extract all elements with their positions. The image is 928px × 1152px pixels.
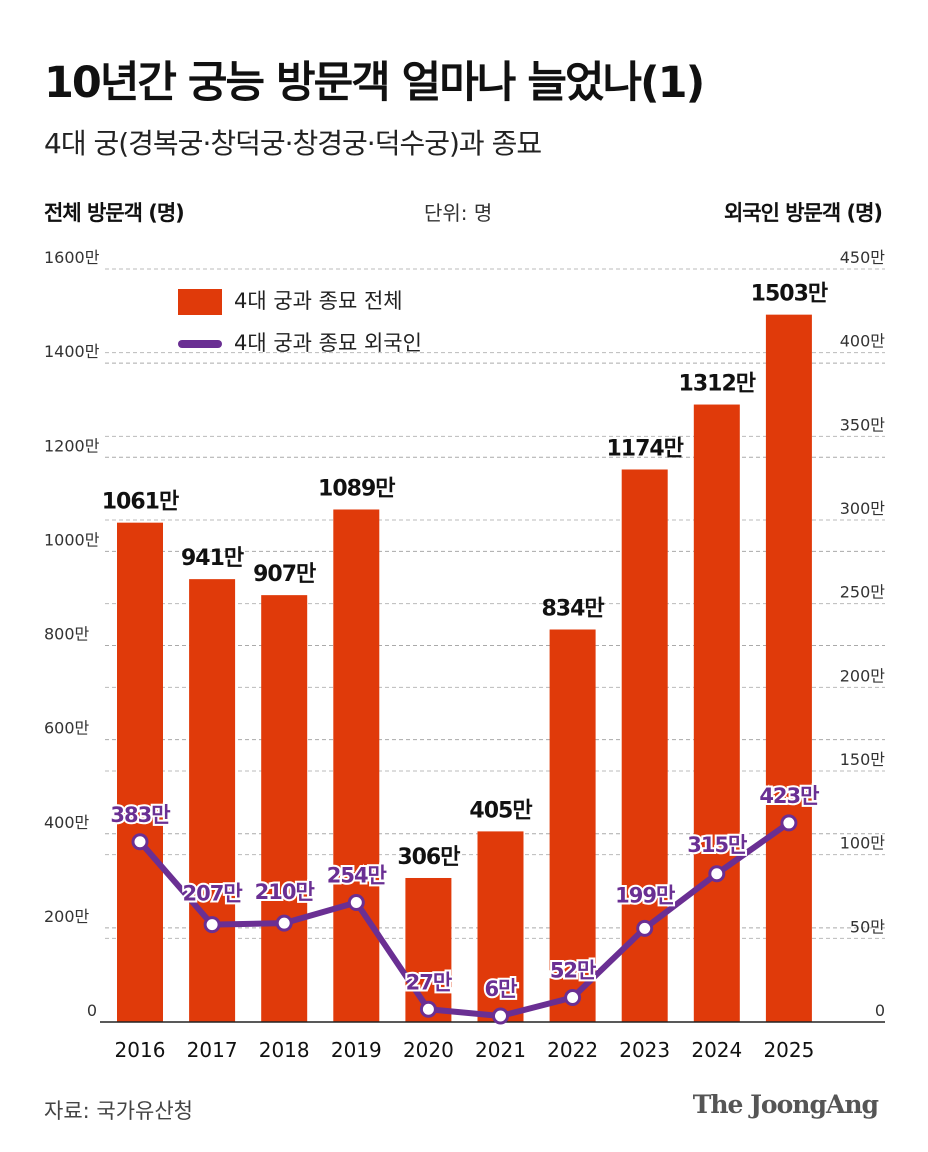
- chart-subtitle: 4대 궁(경복궁·창덕궁·창경궁·덕수궁)과 종묘: [44, 127, 542, 160]
- left-tick-label: 600만: [44, 719, 90, 738]
- bar-2017: [189, 579, 236, 1022]
- bar-2019: [333, 509, 380, 1022]
- left-tick-label: 400만: [44, 813, 90, 832]
- chart-title: 10년간 궁능 방문객 얼마나 늘었나(1): [44, 58, 705, 108]
- line-value-label: 6만: [485, 977, 518, 1001]
- bar-2025: [765, 314, 812, 1022]
- legend-item-total: 4대 궁과 종묘 전체: [178, 285, 403, 315]
- x-tick-label: 2018: [259, 1038, 310, 1062]
- right-tick-label: 450만: [840, 248, 886, 267]
- x-tick-label: 2017: [187, 1038, 238, 1062]
- line-value-label: 315만: [687, 833, 747, 857]
- line-value-label: 210만: [255, 880, 315, 904]
- line-marker-2022: [564, 989, 582, 1007]
- bar-2016: [117, 522, 163, 1022]
- line-value-label: 52만: [550, 959, 596, 983]
- left-tick-label: 1400만: [44, 342, 100, 361]
- left-axis-title: 전체 방문객 (명): [44, 201, 185, 225]
- bar-value-label: 834만: [542, 596, 605, 621]
- right-tick-label: 100만: [840, 834, 886, 853]
- x-tick-label: 2019: [331, 1038, 382, 1062]
- x-tick-label: 2025: [763, 1038, 814, 1062]
- source-note: 자료: 국가유산청: [44, 1099, 193, 1123]
- line-marker-2023: [636, 919, 654, 937]
- line-marker-2024: [708, 865, 726, 883]
- bar-value-label: 941만: [181, 546, 244, 571]
- x-tick-label: 2016: [115, 1038, 166, 1062]
- right-tick-label: 50만: [850, 917, 885, 936]
- line-value-label: 27만: [406, 970, 452, 994]
- bar-value-label: 1174만: [606, 436, 683, 461]
- legend-item-foreign: 4대 궁과 종묘 외국인: [178, 327, 422, 357]
- x-tick-label: 2022: [547, 1038, 598, 1062]
- left-tick-label: 1200만: [44, 436, 100, 455]
- x-tick-label: 2024: [691, 1038, 742, 1062]
- line-marker-2016: [131, 833, 149, 851]
- bar-value-label: 1503만: [751, 282, 828, 307]
- unit-label: 단위: 명: [424, 201, 493, 225]
- line-marker-2019: [347, 893, 365, 911]
- right-tick-label: 250만: [840, 583, 886, 602]
- left-tick-label: 800만: [44, 625, 90, 644]
- left-tick-label: 0: [87, 1001, 97, 1020]
- x-tick-label: 2023: [619, 1038, 670, 1062]
- legend-label-total: 4대 궁과 종묘 전체: [234, 289, 403, 313]
- line-marker-2021: [492, 1007, 509, 1025]
- bar-2022: [549, 629, 596, 1022]
- bar-value-label: 405만: [469, 798, 532, 823]
- right-tick-label: 150만: [840, 750, 886, 769]
- line-value-label: 207만: [183, 882, 243, 906]
- bar-2018: [261, 595, 308, 1022]
- line-value-label: 199만: [615, 883, 675, 907]
- left-tick-label: 1600만: [44, 248, 100, 267]
- left-tick-label: 1000만: [44, 530, 100, 549]
- legend-label-foreign: 4대 궁과 종묘 외국인: [234, 331, 422, 355]
- bar-value-label: 1061만: [102, 490, 179, 515]
- x-tick-label: 2020: [403, 1038, 454, 1062]
- line-marker-2018: [275, 914, 293, 932]
- bar-value-label: 1089만: [318, 476, 395, 501]
- bar-2020: [405, 877, 452, 1022]
- legend-line-swatch: [178, 340, 222, 348]
- bar-2021: [477, 831, 524, 1022]
- right-tick-label: 0: [875, 1001, 885, 1020]
- line-value-label: 383만: [110, 803, 170, 827]
- legend-bar-swatch: [178, 289, 222, 315]
- line-marker-2020: [419, 1000, 437, 1018]
- bar-2023: [621, 469, 668, 1023]
- foreign-visitors-line: [137, 820, 791, 1019]
- publisher-logo: The JoongAng: [692, 1090, 879, 1119]
- bar-value-label: 306만: [397, 845, 460, 870]
- bar-2024: [693, 404, 740, 1022]
- line-value-label: 423만: [759, 784, 819, 808]
- line-marker-2017: [203, 916, 221, 934]
- bar-value-label: 907만: [253, 562, 316, 587]
- right-tick-label: 350만: [840, 415, 886, 434]
- right-tick-label: 200만: [840, 666, 886, 685]
- right-tick-label: 300만: [840, 499, 886, 518]
- right-tick-label: 400만: [840, 332, 886, 351]
- right-axis-title: 외국인 방문객 (명): [723, 201, 883, 225]
- bar-value-label: 1312만: [679, 372, 756, 397]
- line-marker-2025: [780, 814, 798, 832]
- left-tick-label: 200만: [44, 907, 90, 926]
- x-tick-label: 2021: [475, 1038, 526, 1062]
- line-value-label: 254만: [327, 863, 387, 887]
